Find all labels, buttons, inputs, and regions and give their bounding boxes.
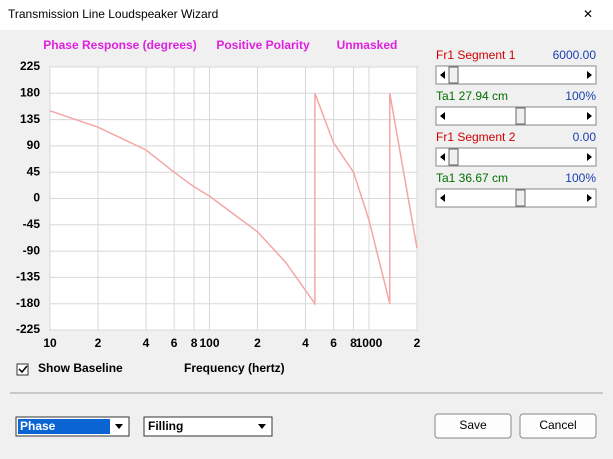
phase-line [49, 93, 418, 307]
x-tick-label: 2 [414, 336, 421, 350]
x-tick-label: 6 [171, 336, 178, 350]
segment-value: 6000.00 [553, 48, 597, 62]
save-button[interactable] [434, 413, 512, 439]
x-tick-label: 1000 [356, 336, 383, 350]
taper-value: 100% [565, 89, 596, 103]
y-tick-label: -90 [23, 243, 41, 257]
y-tick-label: -135 [16, 270, 40, 284]
dropdown-value: Phase [20, 419, 56, 433]
x-tick-label: 4 [143, 336, 150, 350]
x-tick-label: 6 [330, 336, 337, 350]
dropdown-value: Filling [148, 419, 183, 433]
x-tick-label: 10 [43, 336, 57, 350]
x-axis-label: Frequency (hertz) [184, 361, 285, 375]
x-tick-label: 8 [350, 336, 357, 350]
y-tick-label: 135 [20, 112, 40, 126]
x-tick-label: 2 [254, 336, 261, 350]
slider-thumb[interactable] [448, 66, 459, 84]
slider-thumb[interactable] [515, 189, 526, 207]
segment-value: 0.00 [573, 130, 597, 144]
y-tick-label: -45 [23, 217, 41, 231]
chart-annotation: Phase Response (degrees) [43, 38, 196, 52]
slider-track[interactable] [435, 65, 597, 85]
title-bar [0, 0, 613, 30]
y-tick-label: 225 [20, 59, 40, 73]
cancel-label: Cancel [539, 418, 576, 432]
x-tick-label: 2 [95, 336, 102, 350]
cancel-button[interactable] [519, 413, 597, 439]
x-tick-label: 8 [191, 336, 198, 350]
slider-thumb[interactable] [448, 148, 459, 166]
chart-annotation: Unmasked [337, 38, 398, 52]
x-tick-label: 4 [302, 336, 309, 350]
x-tick-label: 100 [199, 336, 219, 350]
dropdown[interactable] [143, 416, 273, 437]
y-tick-label: 45 [27, 164, 41, 178]
check-mark [18, 365, 28, 374]
close-button[interactable]: ✕ [583, 7, 593, 21]
chart-annotation: Positive Polarity [216, 38, 310, 52]
segment-label: Fr1 Segment 2 [436, 130, 516, 144]
y-tick-label: 180 [20, 85, 40, 99]
slider-thumb[interactable] [515, 107, 526, 125]
save-label: Save [459, 418, 487, 432]
y-tick-label: 90 [27, 138, 41, 152]
segment-label: Fr1 Segment 1 [436, 48, 516, 62]
taper-label: Ta1 27.94 cm [436, 89, 508, 103]
checkbox[interactable] [16, 363, 29, 376]
taper-value: 100% [565, 171, 596, 185]
taper-label: Ta1 36.67 cm [436, 171, 508, 185]
selection [18, 419, 110, 434]
show-baseline-label[interactable]: Show Baseline [38, 361, 123, 375]
y-tick-label: -225 [16, 322, 40, 336]
y-tick-label: -180 [16, 296, 40, 310]
slider-track[interactable] [435, 147, 597, 167]
y-tick-label: 0 [33, 191, 40, 205]
window-title: Transmission Line Loudspeaker Wizard [8, 7, 218, 21]
